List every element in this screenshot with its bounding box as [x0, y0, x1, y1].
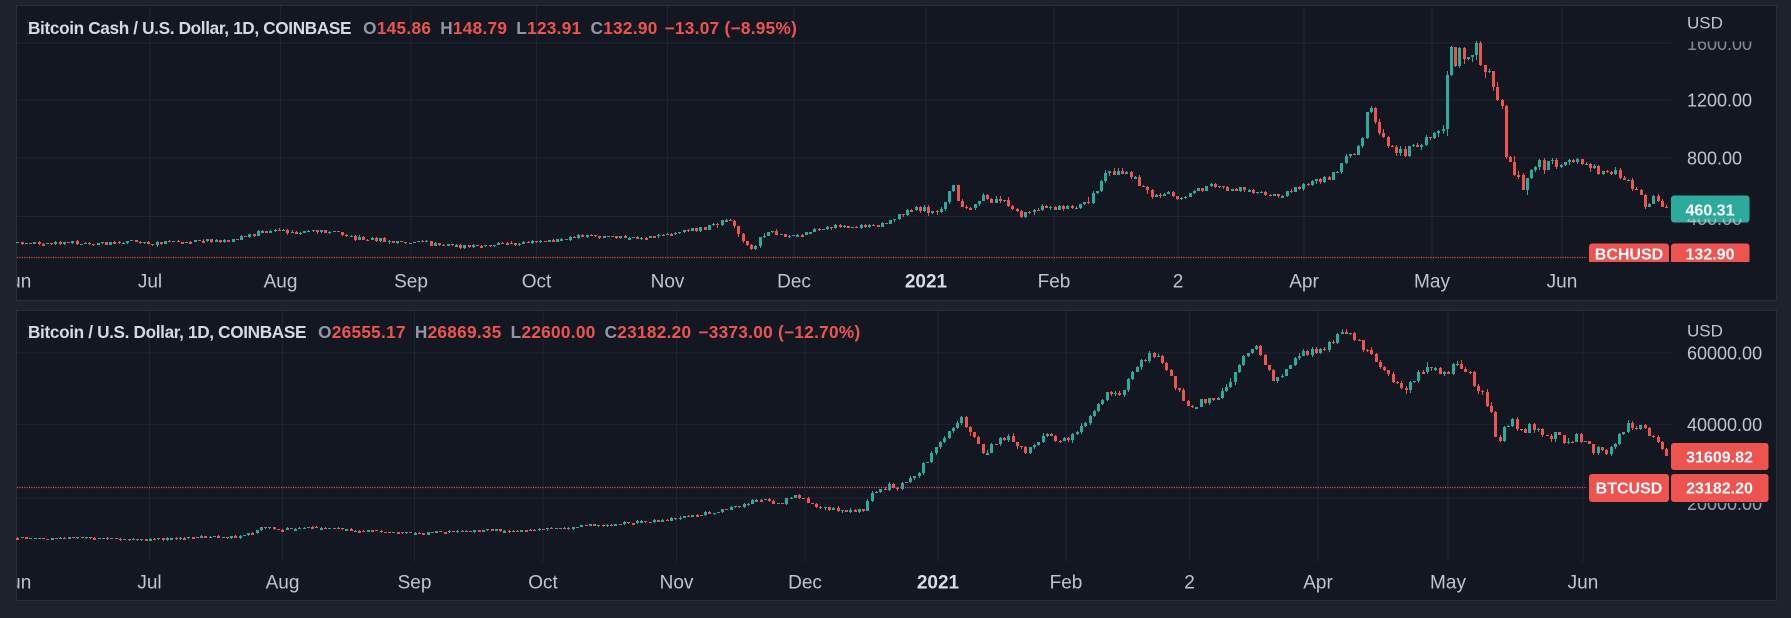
- svg-text:Aug: Aug: [266, 573, 300, 594]
- svg-text:400.00: 400.00: [1687, 209, 1742, 229]
- svg-text:31609.82: 31609.82: [1686, 450, 1753, 467]
- svg-text:Apr: Apr: [1289, 272, 1319, 293]
- svg-text:May: May: [1430, 573, 1466, 594]
- svg-text:Jun: Jun: [1, 272, 32, 293]
- svg-text:800.00: 800.00: [1687, 149, 1742, 169]
- svg-text:May: May: [1414, 272, 1450, 293]
- svg-text:Feb: Feb: [1050, 573, 1083, 594]
- svg-text:Oct: Oct: [522, 272, 552, 293]
- svg-text:2021: 2021: [905, 272, 948, 293]
- svg-text:Nov: Nov: [651, 272, 685, 293]
- svg-text:BCHUSD: BCHUSD: [1595, 247, 1663, 264]
- svg-text:Aug: Aug: [264, 272, 298, 293]
- svg-text:23182.20: 23182.20: [1686, 481, 1753, 498]
- svg-text:USD: USD: [1687, 322, 1723, 341]
- svg-text:Bitcoin / U.S. Dollar, 1D, COI: Bitcoin / U.S. Dollar, 1D, COINBASE O2655…: [28, 322, 861, 342]
- svg-text:132.90: 132.90: [1686, 247, 1735, 264]
- svg-text:Dec: Dec: [777, 272, 811, 293]
- svg-text:Jun: Jun: [1, 573, 32, 594]
- svg-text:Jul: Jul: [138, 272, 162, 293]
- svg-text:Jun: Jun: [1568, 573, 1599, 594]
- svg-text:Oct: Oct: [528, 573, 558, 594]
- svg-text:Nov: Nov: [660, 573, 694, 594]
- svg-text:2: 2: [1173, 272, 1184, 293]
- svg-text:Jun: Jun: [1547, 272, 1578, 293]
- svg-text:20000.00: 20000.00: [1687, 494, 1762, 514]
- svg-text:40000.00: 40000.00: [1687, 415, 1762, 435]
- svg-text:Sep: Sep: [398, 573, 432, 594]
- svg-text:Dec: Dec: [788, 573, 822, 594]
- svg-text:2021: 2021: [917, 573, 960, 594]
- svg-text:460.31: 460.31: [1686, 203, 1735, 220]
- svg-text:BTCUSD: BTCUSD: [1596, 481, 1663, 498]
- svg-text:Feb: Feb: [1038, 272, 1071, 293]
- svg-text:Apr: Apr: [1303, 573, 1333, 594]
- svg-text:1200.00: 1200.00: [1687, 91, 1752, 111]
- svg-text:USD: USD: [1687, 14, 1723, 33]
- svg-text:Jul: Jul: [137, 573, 161, 594]
- svg-text:Bitcoin Cash / U.S. Dollar, 1D: Bitcoin Cash / U.S. Dollar, 1D, COINBASE…: [28, 18, 797, 38]
- svg-text:Sep: Sep: [394, 272, 428, 293]
- svg-text:60000.00: 60000.00: [1687, 344, 1762, 364]
- svg-text:2: 2: [1184, 573, 1195, 594]
- svg-text:1600.00: 1600.00: [1687, 34, 1752, 54]
